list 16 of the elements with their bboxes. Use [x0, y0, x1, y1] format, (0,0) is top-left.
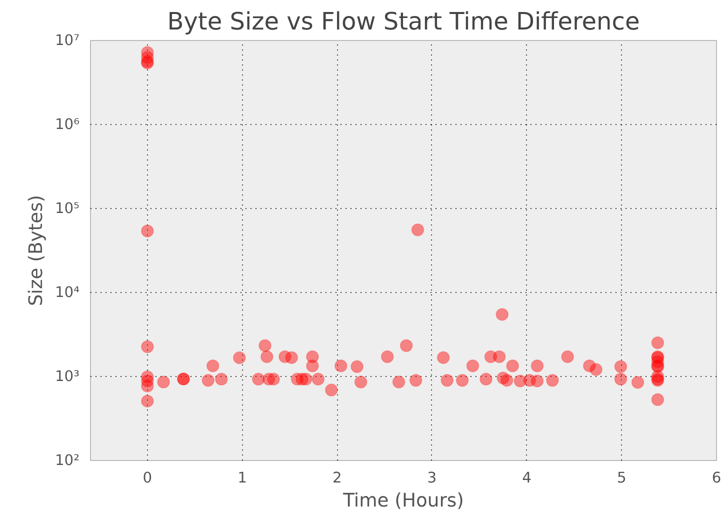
y-axis-title: Size (Bytes) [26, 194, 47, 306]
y-tick-label: 10⁶ [54, 116, 80, 133]
x-tick-label: 0 [142, 470, 152, 486]
x-tick-label: 1 [238, 470, 247, 486]
x-tick-label: 6 [712, 470, 722, 486]
x-tick-label: 3 [427, 470, 437, 486]
y-tick-label: 10⁷ [54, 32, 80, 49]
x-axis-title: Time (Hours) [342, 490, 464, 512]
y-tick-label: 10⁵ [54, 200, 80, 217]
x-tick-label: 2 [332, 470, 342, 486]
y-tick-label: 10³ [54, 368, 80, 385]
chart-title: Byte Size vs Flow Start Time Difference [167, 8, 640, 36]
x-tick-label: 4 [522, 470, 532, 486]
y-tick-label: 10⁴ [54, 284, 80, 301]
y-tick-label: 10² [54, 452, 80, 469]
x-tick-label: 5 [616, 470, 626, 486]
